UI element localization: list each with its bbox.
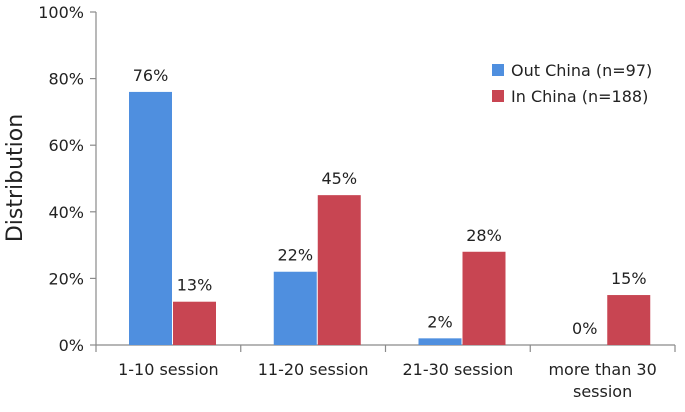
bar-in-china bbox=[607, 295, 651, 345]
bar-out-china bbox=[129, 91, 172, 345]
legend: Out China (n=97) In China (n=188) bbox=[492, 61, 652, 106]
x-category-label: 11-20 session bbox=[258, 360, 369, 379]
y-axis-title: Distribution bbox=[3, 114, 28, 242]
legend-label: In China (n=188) bbox=[511, 87, 648, 106]
y-tick-label: 60% bbox=[48, 136, 84, 155]
bar-value-label: 2% bbox=[427, 312, 452, 331]
x-category-label: 1-10 session bbox=[118, 360, 219, 379]
bar-value-label: 13% bbox=[177, 276, 213, 295]
bar-value-label: 15% bbox=[611, 269, 647, 288]
bar-value-label: 22% bbox=[277, 246, 313, 265]
bar-in-china bbox=[317, 195, 361, 345]
data-labels: 76% 22% 2% 0% 13% 45% 28% 15% bbox=[133, 66, 647, 338]
legend-swatch bbox=[492, 90, 504, 102]
legend-swatch bbox=[492, 64, 504, 76]
bars bbox=[129, 91, 651, 345]
y-tick-label: 100% bbox=[38, 3, 84, 22]
legend-label: Out China (n=97) bbox=[511, 61, 652, 80]
y-tick-label: 80% bbox=[48, 70, 84, 89]
y-tick-label: 40% bbox=[48, 203, 84, 222]
bar-in-china bbox=[173, 301, 216, 345]
bar-value-label: 45% bbox=[321, 169, 357, 188]
bar-out-china bbox=[273, 271, 317, 345]
x-category-label: 21-30 session bbox=[402, 360, 513, 379]
bar-in-china bbox=[462, 251, 506, 345]
axes: 0% 20% 40% 60% 80% 100% 1-10 session 11-20 sess… bbox=[38, 3, 676, 401]
x-category-label: more than 30 session bbox=[548, 360, 656, 401]
y-tick-label: 0% bbox=[59, 336, 84, 355]
bar-value-label: 28% bbox=[466, 226, 502, 245]
bar-value-label: 0% bbox=[572, 319, 597, 338]
bar-out-china bbox=[418, 338, 462, 345]
bar-value-label: 76% bbox=[133, 66, 169, 85]
y-tick-label: 20% bbox=[48, 269, 84, 288]
